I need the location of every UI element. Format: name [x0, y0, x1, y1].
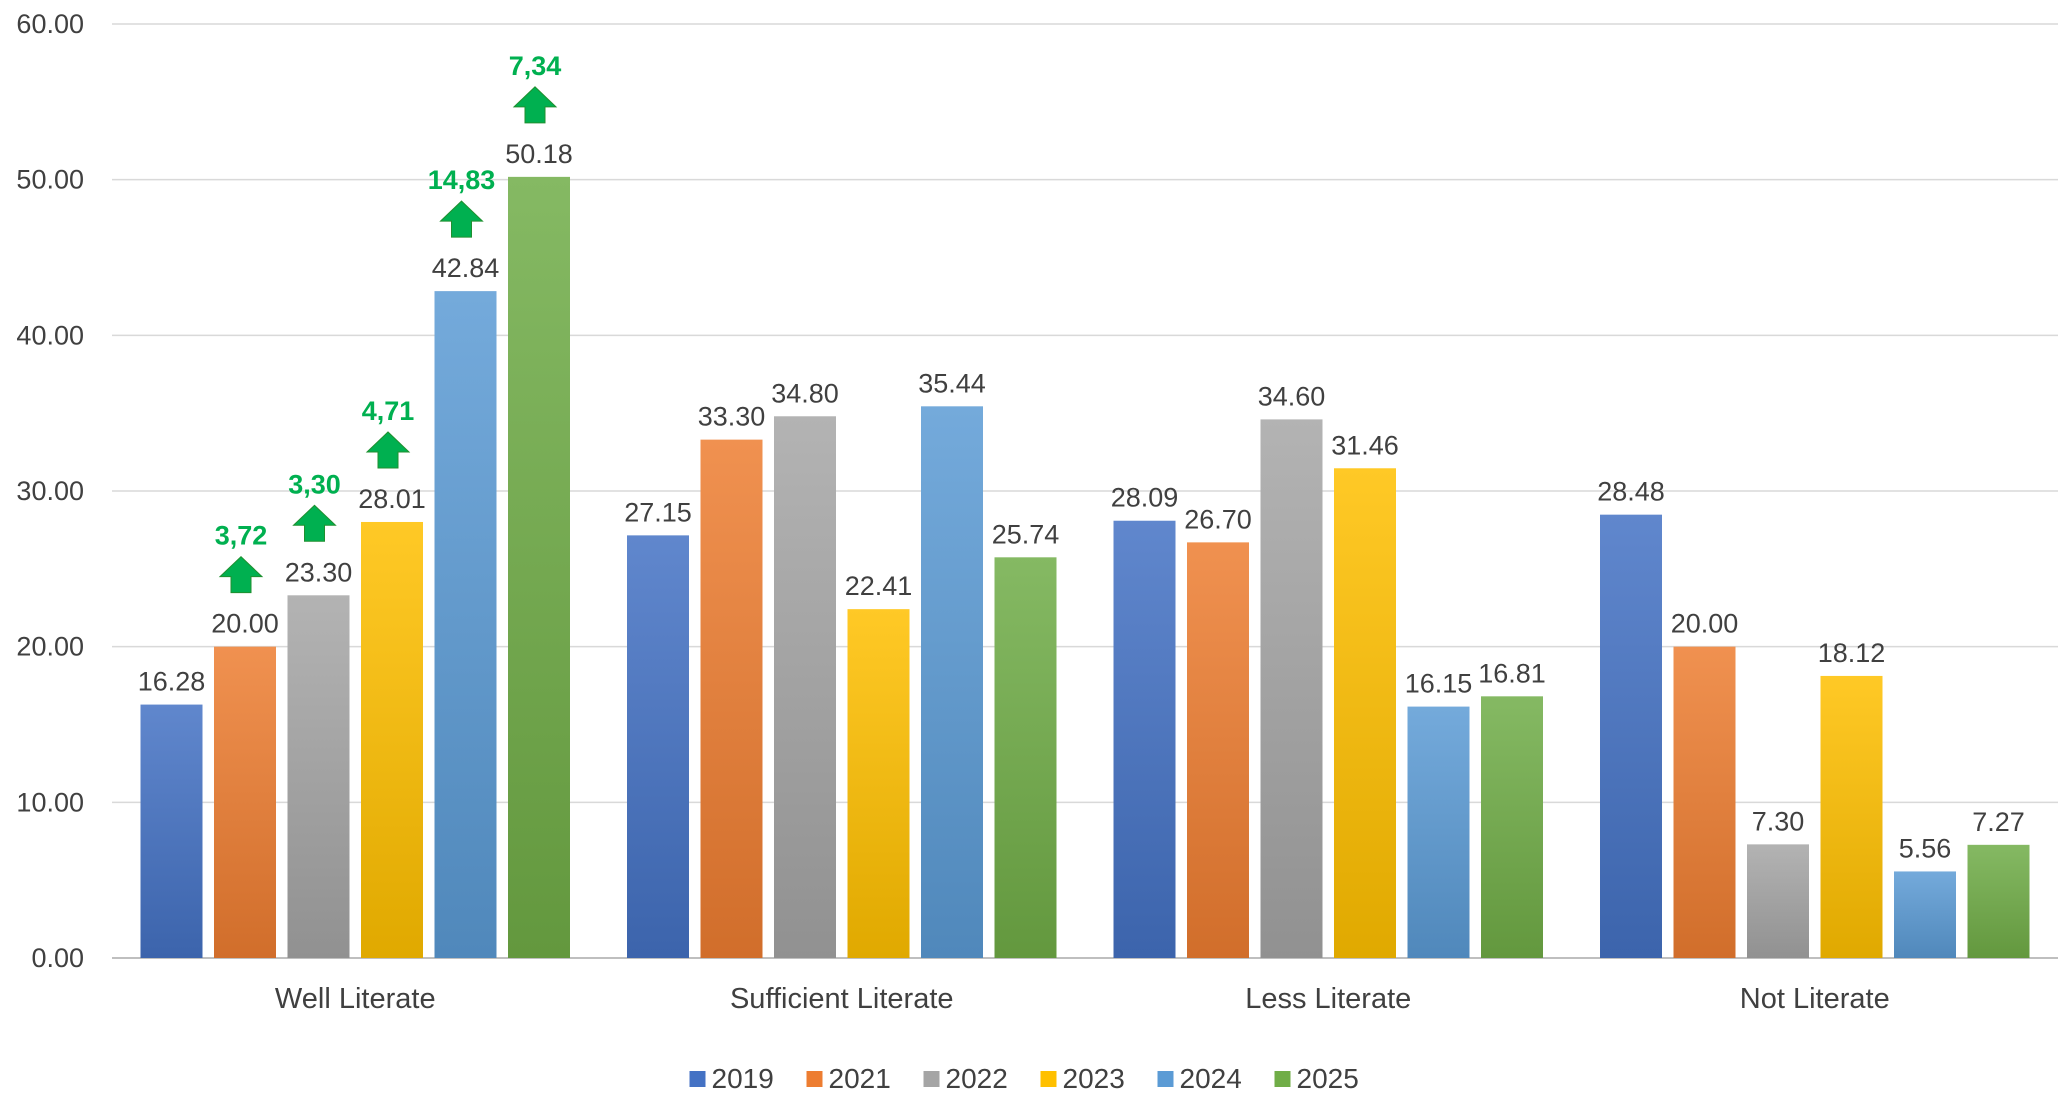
data-label: 16.15: [1405, 669, 1473, 699]
increase-label: 4,71: [362, 396, 415, 426]
data-label: 20.00: [211, 609, 279, 639]
y-tick-label: 50.00: [16, 165, 84, 195]
legend-item-2024: 2024: [1157, 1063, 1242, 1094]
data-label: 20.00: [1671, 609, 1739, 639]
increase-label: 14,83: [428, 165, 496, 195]
bar-2021-2: [1187, 542, 1249, 958]
legend-label: 2023: [1063, 1063, 1125, 1094]
bar-2025-1: [994, 557, 1057, 958]
legend-item-2022: 2022: [923, 1063, 1008, 1094]
bars: [140, 176, 2030, 959]
legend-swatch: [1274, 1071, 1291, 1087]
y-tick-label: 10.00: [16, 787, 84, 817]
data-label: 34.60: [1258, 381, 1326, 411]
data-label: 28.48: [1597, 477, 1665, 507]
increase-label: 3,30: [288, 469, 341, 499]
bar-2025-3: [1967, 844, 2030, 958]
category-label: Not Literate: [1740, 983, 1890, 1015]
bar-2022-3: [1747, 844, 1809, 958]
bar-2019-0: [140, 704, 203, 958]
legend-label: 2021: [829, 1063, 891, 1094]
bar-2025-0: [508, 176, 570, 958]
bar-2019-3: [1600, 514, 1662, 958]
bar-2024-1: [921, 406, 983, 958]
bar-2021-3: [1673, 646, 1736, 958]
legend-item-2021: 2021: [806, 1063, 891, 1094]
bar-2023-1: [847, 609, 910, 958]
y-tick-label: 0.00: [31, 943, 84, 973]
y-tick-label: 60.00: [16, 9, 84, 39]
data-label: 7.27: [1972, 807, 2025, 837]
bar-2024-3: [1894, 871, 1956, 958]
legend-swatch: [1157, 1071, 1174, 1087]
y-tick-label: 20.00: [16, 632, 84, 662]
data-label: 18.12: [1818, 638, 1886, 668]
legend-swatch: [689, 1071, 706, 1087]
up-arrow-icon: [439, 200, 484, 238]
category-label: Sufficient Literate: [730, 983, 954, 1015]
data-label: 28.09: [1111, 483, 1179, 513]
data-label: 27.15: [624, 497, 692, 527]
data-label: 34.80: [771, 378, 839, 408]
bar-2023-2: [1334, 468, 1396, 958]
legend: 2019 2021 2022 2023 2024 2025: [689, 1063, 1359, 1094]
up-arrow-icon: [365, 431, 411, 469]
increase-label: 3,72: [215, 521, 268, 551]
data-label: 33.30: [698, 402, 766, 432]
legend-label: 2022: [946, 1063, 1008, 1094]
bar-2023-0: [361, 521, 423, 958]
data-labels: 16.28 27.15 28.09 28.48 20.00 33.30 26.70 20.00…: [138, 139, 2025, 864]
bar-2022-1: [774, 416, 836, 958]
bar-2022-0: [287, 595, 350, 958]
legend-swatch: [806, 1071, 823, 1087]
y-tick-label: 40.00: [16, 320, 84, 350]
increase-annotations: 3,72 3,30 4,71 14,83 7,34: [215, 51, 562, 594]
data-label: 42.84: [432, 253, 500, 283]
legend-label: 2024: [1180, 1063, 1242, 1094]
bar-2021-0: [214, 646, 276, 958]
bar-2024-2: [1407, 706, 1470, 958]
bar-2025-2: [1481, 696, 1543, 958]
data-label: 50.18: [505, 139, 573, 169]
data-label: 7.30: [1752, 806, 1805, 836]
y-axis-ticks: 0.00 10.00 20.00 30.00 40.00 50.00 60.00: [16, 9, 84, 973]
data-label: 28.01: [358, 484, 426, 514]
bar-2024-0: [434, 291, 497, 958]
legend-label: 2019: [712, 1063, 774, 1094]
bar-2019-2: [1113, 520, 1176, 958]
bar-2019-1: [627, 535, 689, 958]
up-arrow-icon: [292, 504, 337, 542]
bar-2023-3: [1820, 675, 1883, 958]
data-label: 25.74: [992, 519, 1060, 549]
up-arrow-icon: [218, 555, 264, 594]
data-label: 16.28: [138, 667, 206, 697]
data-label: 23.30: [285, 557, 353, 587]
data-label: 35.44: [918, 368, 986, 398]
bar-2022-2: [1260, 419, 1323, 959]
legend-item-2025: 2025: [1274, 1063, 1359, 1094]
x-axis-categories: Well Literate Sufficient Literate Less Lit…: [275, 983, 1890, 1015]
legend-item-2023: 2023: [1040, 1063, 1125, 1094]
legend-label: 2025: [1297, 1063, 1359, 1094]
data-label: 26.70: [1184, 504, 1252, 534]
bar-2021-1: [700, 439, 763, 958]
data-label: 5.56: [1899, 833, 1952, 863]
category-label: Less Literate: [1245, 983, 1411, 1015]
data-label: 31.46: [1331, 430, 1399, 460]
up-arrow-icon: [512, 86, 558, 124]
y-tick-label: 30.00: [16, 476, 84, 506]
legend-swatch: [1040, 1071, 1057, 1087]
data-label: 22.41: [845, 571, 913, 601]
increase-label: 7,34: [509, 51, 562, 81]
category-label: Well Literate: [275, 983, 436, 1015]
data-label: 16.81: [1478, 658, 1546, 688]
legend-item-2019: 2019: [689, 1063, 774, 1094]
legend-swatch: [923, 1071, 940, 1087]
